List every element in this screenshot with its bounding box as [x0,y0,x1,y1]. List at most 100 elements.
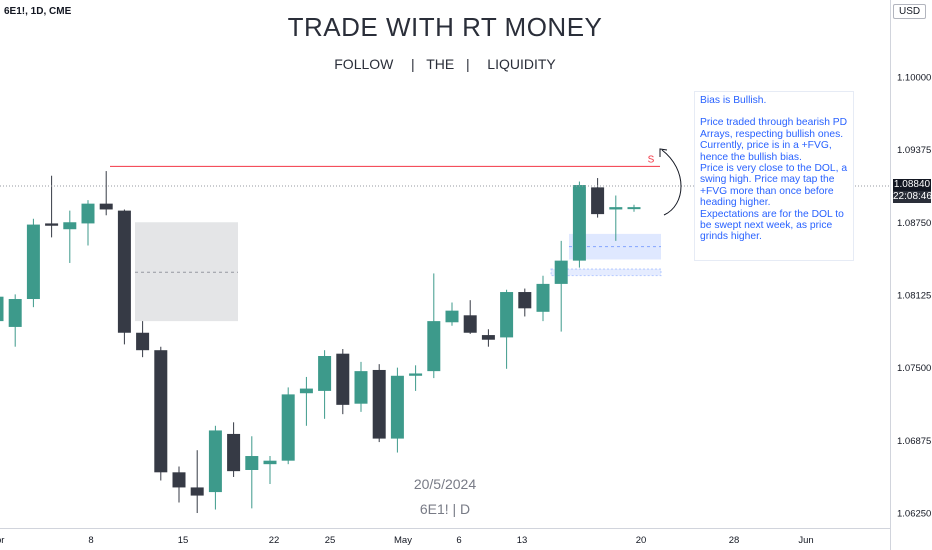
y-tick-label: 1.07500 [897,363,931,374]
projection-arrow-head [659,148,668,157]
projection-arrow [661,149,682,216]
candle-body[interactable] [227,433,241,472]
candle-body[interactable] [463,315,477,333]
candle[interactable] [8,294,22,347]
candle-body[interactable] [500,292,514,338]
candle-body[interactable] [390,375,404,439]
candle[interactable] [463,300,477,334]
y-tick-label: 1.06250 [897,509,931,520]
watermark-symbol: 6E1! | D [419,501,471,517]
candle[interactable] [245,436,259,509]
candle-body[interactable] [263,460,277,465]
candle-body[interactable] [281,394,295,461]
y-tick-label: 1.08750 [897,218,931,229]
candle[interactable] [45,175,59,238]
candle[interactable] [227,422,241,477]
candle[interactable] [136,321,150,358]
time-axis[interactable]: Apr 8 15 22 25 May 6 13 20 28 Jun [0,528,890,547]
candle-body[interactable] [591,187,605,215]
candles[interactable] [0,171,641,514]
candle[interactable] [481,329,495,347]
candle[interactable] [154,346,168,481]
candle[interactable] [518,288,532,317]
candle-body[interactable] [63,222,77,230]
candle-body[interactable] [336,353,350,405]
candle[interactable] [81,200,95,246]
candle[interactable] [572,181,586,268]
candle-body[interactable] [536,283,550,312]
candle[interactable] [354,361,368,412]
candle-body[interactable] [8,299,22,327]
candle[interactable] [208,425,222,510]
dol-marker-label: S [648,154,655,165]
note-line: Currently, price is in a +FVG, hence the… [700,140,832,163]
candle[interactable] [263,456,277,484]
candle-body[interactable] [627,207,641,210]
y-tick-label: 1.10000 [897,72,931,83]
candle-body[interactable] [81,203,95,224]
candle[interactable] [409,365,423,391]
candle-body[interactable] [190,487,204,496]
candle[interactable] [390,367,404,453]
candle[interactable] [536,275,550,322]
y-tick-label: 1.09375 [897,145,931,156]
candle[interactable] [427,273,441,379]
candle-body[interactable] [354,371,368,404]
candle-body[interactable] [554,260,568,284]
candle[interactable] [299,376,313,426]
candle[interactable] [0,261,4,327]
candle-body[interactable] [172,472,186,488]
candle-body[interactable] [427,321,441,372]
candle[interactable] [627,204,641,212]
last-price-tag: 1.08840 [893,179,931,191]
countdown-tag: 22:08:46 [893,191,932,203]
candle[interactable] [281,387,295,465]
candle-body[interactable] [99,203,113,210]
candle-body[interactable] [299,388,313,394]
candle-body[interactable] [45,223,59,226]
candle-body[interactable] [136,332,150,351]
note-line: Expectations are for the DOL to be swept… [700,208,844,243]
candle-body[interactable] [572,185,586,261]
x-tick-label: 8 [88,535,93,546]
candle[interactable] [117,209,131,345]
currency-badge[interactable]: USD [893,4,927,19]
candle-body[interactable] [481,335,495,340]
y-tick-label: 1.08125 [897,290,931,301]
candle-body[interactable] [245,456,259,470]
candle-body[interactable] [518,292,532,309]
candle-body[interactable] [154,350,168,473]
price-axis[interactable]: 1.10000 1.09375 1.08750 1.08125 1.07500 1.068… [890,0,932,550]
candle[interactable] [591,178,605,218]
symbol-label[interactable]: 6E1!, 1D, CME [4,6,72,17]
candle-body[interactable] [445,310,459,323]
candle-body[interactable] [26,224,40,300]
candle[interactable] [500,289,514,369]
price-axis-bg [890,0,932,550]
candle[interactable] [445,302,459,326]
candle[interactable] [172,466,186,503]
candle-body[interactable] [208,430,222,493]
candle-body[interactable] [318,356,332,391]
candle[interactable] [336,349,350,415]
candle[interactable] [63,210,77,263]
x-tick-label: 25 [325,535,336,546]
candle[interactable] [372,364,386,443]
subtitle: FOLLOW | THE | LIQUIDITY [334,56,556,72]
candle-body[interactable] [372,369,386,439]
candle[interactable] [554,240,568,332]
note-line: Price is very close to the DOL, a swing … [700,163,848,209]
candle-body[interactable] [409,373,423,376]
candle[interactable] [609,195,623,241]
candle[interactable] [190,450,204,514]
candle-body[interactable] [0,296,4,322]
analysis-note[interactable]: Bias is Bullish. Price traded through be… [694,91,854,261]
candle[interactable] [99,171,113,216]
candle-body[interactable] [609,207,623,210]
candle-body[interactable] [117,210,131,333]
candle[interactable] [26,218,40,308]
note-line: Bias is Bullish. [700,95,767,106]
candle[interactable] [318,350,332,419]
